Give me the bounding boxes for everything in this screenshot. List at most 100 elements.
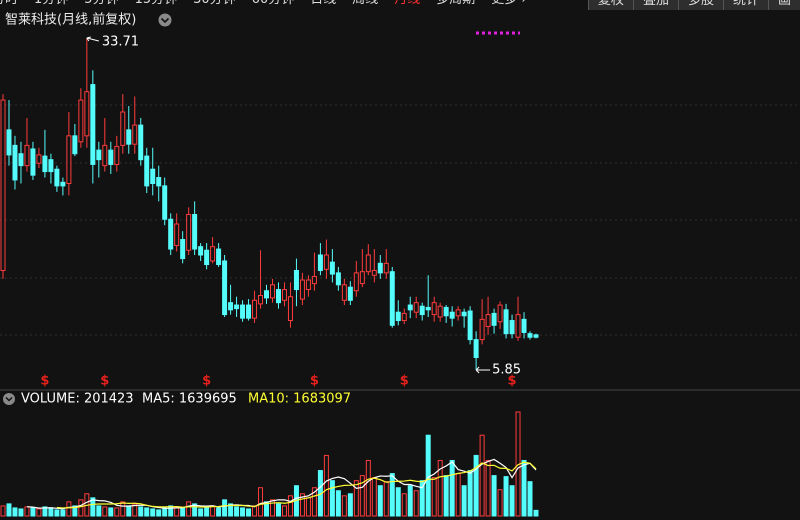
volume-bar xyxy=(419,480,425,517)
volume-bar xyxy=(30,507,36,517)
candle-body xyxy=(335,272,341,286)
candle-body xyxy=(42,155,48,173)
period-tab[interactable]: 多周期 xyxy=(436,0,475,9)
candle-body xyxy=(0,99,6,271)
volume-bar xyxy=(156,509,162,517)
candle-body xyxy=(174,223,180,246)
candle-body xyxy=(102,144,108,167)
candle-body xyxy=(18,153,24,167)
candle-body xyxy=(407,304,413,311)
candle-body xyxy=(401,312,407,322)
volume-bar xyxy=(473,454,479,517)
dividend-marker: $ xyxy=(310,374,319,389)
volume-bar xyxy=(162,507,168,517)
tool-button[interactable]: 统计 xyxy=(722,0,768,10)
candle-body xyxy=(186,213,192,251)
volume-bar xyxy=(48,507,54,517)
candle-body xyxy=(473,339,479,358)
candle-body xyxy=(281,289,287,301)
volume-menu-icon[interactable] xyxy=(3,393,15,405)
ma10-line xyxy=(56,461,537,509)
candle-body xyxy=(329,261,335,275)
period-tab[interactable]: 更多 › xyxy=(491,0,526,9)
candle-body xyxy=(114,146,120,165)
period-tab[interactable]: 5分钟 xyxy=(84,0,118,9)
tool-button[interactable]: 多股 xyxy=(677,0,723,10)
volume-bar xyxy=(521,459,527,517)
candle-body xyxy=(264,290,270,299)
candle-body xyxy=(527,333,533,338)
volume-bar xyxy=(150,508,156,517)
period-tab[interactable]: 1分钟 xyxy=(34,0,68,9)
volume-bar xyxy=(407,485,413,517)
grid xyxy=(0,104,800,336)
candle-body xyxy=(389,271,395,326)
candle-body xyxy=(90,84,96,165)
candle-body xyxy=(180,239,186,260)
volume-bar xyxy=(479,434,485,517)
period-tab[interactable]: 分时 xyxy=(0,0,18,9)
volume-bar xyxy=(443,475,449,517)
candle-body xyxy=(78,99,84,143)
volume-bar xyxy=(341,495,347,517)
volume-bar xyxy=(359,475,365,517)
title-menu-icon[interactable] xyxy=(158,13,172,27)
candle-body xyxy=(413,302,419,313)
candle-body xyxy=(533,334,539,338)
volume-bar xyxy=(467,470,473,517)
volume-bar xyxy=(365,459,371,517)
candle-body xyxy=(54,168,60,187)
candle-body xyxy=(461,311,467,317)
candle-body xyxy=(48,159,54,173)
candle-body xyxy=(431,302,437,316)
candle-body xyxy=(485,314,491,328)
candle-body xyxy=(467,310,473,341)
candle-body xyxy=(515,314,521,338)
candle-body xyxy=(353,272,359,292)
tool-button[interactable]: 复权 xyxy=(587,0,633,10)
volume-bar xyxy=(437,459,443,517)
dividend-marker: $ xyxy=(40,374,49,389)
candle-body xyxy=(132,124,138,145)
volume-bar xyxy=(389,473,395,517)
candle-body xyxy=(521,318,527,333)
candle-body xyxy=(449,311,455,319)
volume-bar xyxy=(192,503,198,517)
tool-button[interactable]: 叠加 xyxy=(632,0,678,10)
period-tab[interactable]: 月线 xyxy=(394,0,420,9)
candle-body xyxy=(341,284,347,301)
volume-bar xyxy=(228,503,234,517)
period-tab[interactable]: 周线 xyxy=(352,0,378,9)
period-tab[interactable]: 15分钟 xyxy=(135,0,178,9)
period-tab[interactable]: 30分钟 xyxy=(193,0,236,9)
period-tab[interactable]: 60分钟 xyxy=(252,0,295,9)
volume-bar xyxy=(287,495,293,517)
candle-body xyxy=(228,302,234,311)
volume-bar xyxy=(491,475,497,517)
menu-circle[interactable] xyxy=(158,13,172,27)
volume-bar xyxy=(72,505,78,517)
menu-chevron xyxy=(160,17,170,24)
tool-button[interactable]: 画 xyxy=(767,0,800,10)
volume-bar xyxy=(335,490,341,517)
ma10-label: MA10: 1683097 xyxy=(248,392,351,407)
volume-bar xyxy=(36,508,42,517)
menu-circle[interactable] xyxy=(3,393,15,405)
menu-chevron xyxy=(5,396,13,402)
candle-body xyxy=(317,254,323,271)
candle-body xyxy=(371,269,377,276)
candle-body xyxy=(126,129,132,145)
volume-bar xyxy=(66,501,72,517)
candle-body xyxy=(36,154,42,164)
dividend-marker: $ xyxy=(100,374,109,389)
max-price-label: 33.71 xyxy=(102,35,139,50)
period-tab[interactable]: 日线 xyxy=(310,0,336,9)
candle-body xyxy=(162,185,168,220)
candle-body xyxy=(144,155,150,187)
volume-bar xyxy=(180,507,186,517)
candle-body xyxy=(6,129,12,156)
volume-bar xyxy=(275,503,281,517)
volume-bar xyxy=(186,501,192,517)
volume-bar xyxy=(527,481,533,517)
